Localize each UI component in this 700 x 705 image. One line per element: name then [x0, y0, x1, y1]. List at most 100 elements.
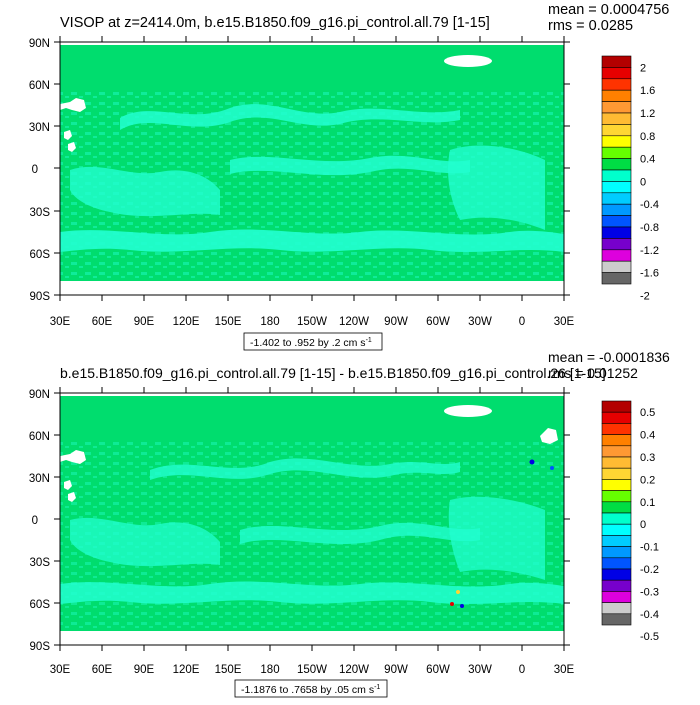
colorbar-2-swatch-6 — [601, 467, 632, 480]
colorbar-2-swatch-16 — [601, 579, 632, 592]
panel-2-coast-left — [60, 450, 86, 464]
panel-1-xtick-1: 60E — [92, 316, 113, 328]
panel-1: VISOP at z=2414.0m, b.e15.B1850.f09_g16.… — [29, 2, 669, 351]
panel-2-xtick-12: 30E — [554, 664, 575, 676]
colorbar-2-swatch-9 — [601, 501, 632, 514]
panel-2-coast-islands — [64, 480, 76, 502]
colorbar-2-swatch-18 — [601, 602, 632, 615]
colorbar-1-swatch-15 — [601, 226, 632, 239]
panel-2-x-ticks: 30E 60E 90E 120E 150E 180 150W 120W 90W … — [50, 387, 575, 676]
colorbar-2-label-1: 0.4 — [640, 430, 655, 442]
panel-2-ytick-30n: 30N — [29, 473, 50, 485]
panel-2-xtick-0: 30E — [50, 664, 71, 676]
colorbar-1-swatch-17 — [601, 249, 632, 262]
colorbar-2-swatch-15 — [601, 568, 632, 581]
colorbar-2-swatch-12 — [601, 535, 632, 547]
panel-2-xtick-7: 120W — [339, 664, 369, 676]
panel-1-band-atlantic — [448, 145, 545, 230]
panel-2-xtick-9: 60W — [426, 664, 450, 676]
colorbar-1-swatch-11 — [601, 181, 632, 194]
colorbar-2-swatch-3 — [601, 434, 632, 447]
colorbar-1-swatch-0 — [601, 55, 632, 68]
colorbar-1-label-6: -0.4 — [640, 199, 659, 211]
panel-1-band-central — [230, 155, 470, 176]
colorbar-2-swatch-11 — [601, 523, 632, 536]
colorbar-1-label-2: 1.2 — [640, 108, 655, 120]
colorbar-2-swatch-0 — [601, 400, 632, 413]
panel-1-xtick-9: 60W — [426, 316, 450, 328]
panel-2-xtick-10: 30W — [468, 664, 492, 676]
panel-1-band-north — [120, 104, 460, 130]
panel-1-range-unit: -1 — [366, 337, 372, 344]
colorbar-1-swatch-2 — [601, 78, 632, 91]
panel-1-xtick-4: 150E — [215, 316, 242, 328]
panel-2: b.e15.B1850.f09_g16.pi_control.all.79 [1… — [29, 349, 670, 698]
panel-1-band-indian — [70, 166, 220, 217]
panel-2-ytick-30s: 30S — [30, 557, 51, 569]
panel-1-colorbar: 2 1.6 1.2 0.8 0.4 0 -0.4 -0.8 -1.2 -1.6 -2 — [601, 55, 659, 302]
panel-2-range-box: -1.1876 to .7658 by .05 cm s-1 — [234, 679, 388, 698]
panel-1-xtick-0: 30E — [50, 316, 71, 328]
colorbar-1-swatch-18 — [601, 260, 632, 273]
panel-2-range-label: -1.1876 to .7658 by .05 cm s — [241, 684, 374, 696]
colorbar-1-swatch-10 — [601, 169, 632, 182]
panel-1-ytick-30n: 30N — [29, 122, 50, 134]
panel-2-anomaly-blue-1 — [529, 459, 535, 465]
panel-2-coast-europe — [540, 428, 558, 444]
panel-2-colorbar: 0.5 0.4 0.3 0.2 0.1 0 -0.1 -0.2 -0.3 -0.4 -0.5 — [601, 400, 659, 643]
panel-2-map — [59, 392, 565, 646]
svg-text:-1.402 to .952 by .2 cm s-1: -1.402 to .952 by .2 cm s-1 — [250, 337, 372, 349]
colorbar-1-swatch-4 — [601, 101, 632, 114]
colorbar-1-swatch-14 — [601, 215, 632, 228]
colorbar-1-swatch-13 — [601, 203, 632, 216]
panel-2-xtick-4: 150E — [215, 664, 242, 676]
colorbar-2-swatch-13 — [601, 546, 632, 559]
colorbar-2-swatch-7 — [601, 479, 632, 491]
panel-1-xtick-10: 30W — [468, 316, 492, 328]
panel-2-greenland — [444, 405, 492, 417]
panel-1-range-label: -1.402 to .952 by .2 cm s — [250, 337, 366, 349]
colorbar-1-label-3: 0.8 — [640, 131, 655, 143]
panel-2-anomaly-blue-3 — [460, 604, 464, 608]
panel-2-antarctica — [60, 631, 564, 645]
panel-1-xtick-12: 30E — [554, 316, 575, 328]
colorbar-1-label-4: 0.4 — [640, 154, 655, 166]
colorbar-1-swatch-3 — [601, 89, 632, 102]
colorbar-1-label-0: 2 — [640, 62, 646, 74]
colorbar-1-label-8: -1.2 — [640, 245, 659, 257]
colorbar-1-label-5: 0 — [640, 176, 646, 188]
panel-2-band-indian — [70, 517, 220, 567]
colorbar-1-swatch-16 — [601, 238, 632, 251]
colorbar-2-label-10: -0.5 — [640, 631, 659, 643]
panel-2-band-atlantic — [448, 496, 545, 580]
panel-1-ytick-90n: 90N — [29, 38, 50, 50]
panel-1-ytick-90s: 90S — [30, 291, 51, 303]
colorbar-1-swatch-9 — [601, 158, 632, 171]
colorbar-1-swatch-8 — [601, 146, 632, 159]
panel-2-ytick-90n: 90N — [29, 389, 50, 401]
panel-2-xtick-11: 0 — [519, 664, 525, 676]
colorbar-2-label-2: 0.3 — [640, 452, 655, 464]
panel-1-ytick-60n: 60N — [29, 80, 50, 92]
panel-2-anomaly-yellow-1 — [456, 590, 460, 594]
colorbar-2-swatch-17 — [601, 591, 632, 603]
colorbar-2-swatch-4 — [601, 445, 632, 458]
colorbar-2-swatch-2 — [601, 423, 632, 435]
panel-2-mean: mean = -0.0001836 — [548, 349, 670, 365]
panel-2-xtick-6: 150W — [297, 664, 327, 676]
colorbar-2-label-7: -0.2 — [640, 564, 659, 576]
panel-1-xtick-5: 180 — [260, 316, 279, 328]
panel-2-xtick-8: 90W — [384, 664, 408, 676]
colorbar-1-swatch-5 — [601, 112, 632, 125]
colorbar-2-swatch-14 — [601, 557, 632, 570]
panel-2-ytick-0: 0 — [32, 515, 38, 527]
panel-2-anomaly-red-1 — [450, 602, 454, 606]
panel-2-xtick-5: 180 — [260, 664, 279, 676]
panel-1-y-ticks: 90N 60N 30N 0 30S 60S 90S — [29, 38, 570, 303]
panel-1-band-southern — [60, 229, 564, 252]
panel-2-range-unit: -1 — [374, 684, 380, 691]
panel-1-title: VISOP at z=2414.0m, b.e15.B1850.f09_g16.… — [60, 15, 490, 31]
colorbar-1-swatch-7 — [601, 135, 632, 148]
panel-1-xtick-6: 150W — [297, 316, 327, 328]
colorbar-2-label-3: 0.2 — [640, 474, 655, 486]
